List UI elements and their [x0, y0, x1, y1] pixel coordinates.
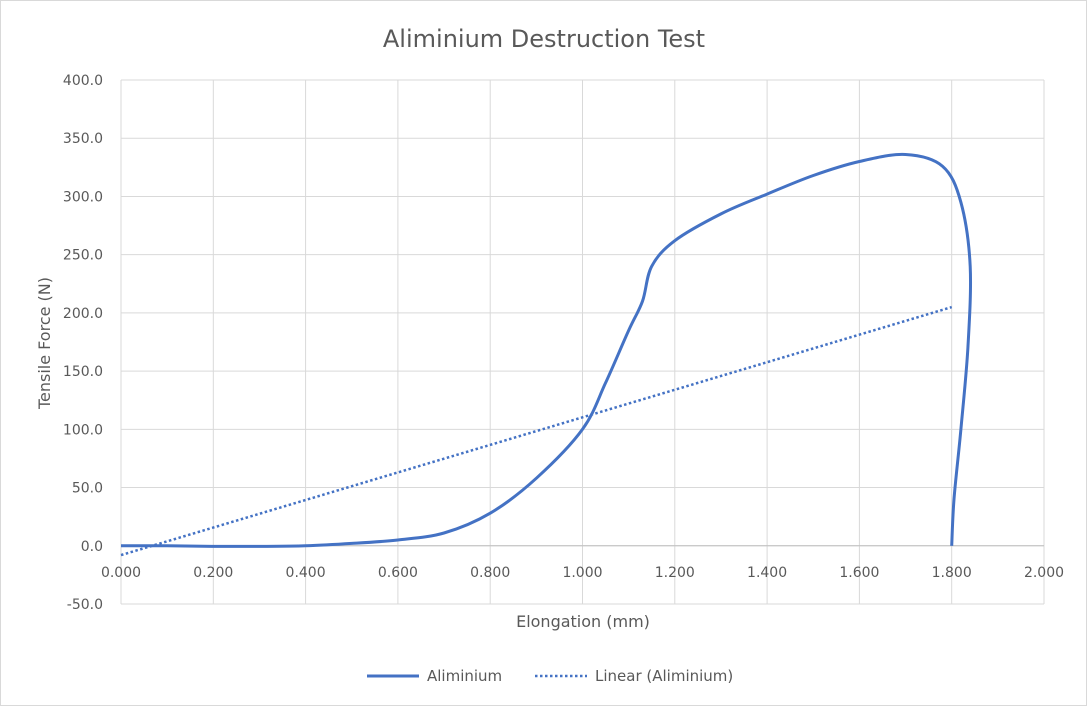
x-tick-label: 2.000: [1024, 565, 1064, 581]
y-tick-label: 150.0: [63, 364, 103, 380]
x-tick-labels: 0.000 0.200 0.400 0.600 0.800 1.000 1.200 1.400…: [101, 565, 1064, 581]
y-tick-label: 250.0: [63, 248, 103, 264]
x-tick-label: 0.600: [378, 565, 418, 581]
y-tick-labels: 400.0 350.0 300.0 250.0 200.0 150.0 100.0 50.0 0…: [63, 73, 103, 613]
plot-area: [120, 152, 973, 557]
x-axis-title: Elongation (mm): [516, 612, 650, 631]
y-tick-label: 0.0: [81, 539, 103, 555]
x-tick-label: 0.800: [470, 565, 510, 581]
x-tick-label: 1.200: [655, 565, 695, 581]
y-tick-label: 300.0: [63, 189, 103, 205]
grid-lines: [120, 79, 1045, 605]
y-tick-label: 350.0: [63, 131, 103, 147]
x-tick-label: 0.000: [101, 565, 141, 581]
series-line-linear-trend: [120, 305, 953, 557]
legend-label-aliminium: Aliminium: [427, 667, 502, 685]
y-tick-label: 50.0: [72, 481, 103, 497]
x-tick-label: 1.000: [562, 565, 602, 581]
series-line-aliminium: [120, 152, 973, 548]
chart-title: Aliminium Destruction Test: [383, 25, 705, 53]
x-tick-label: 1.800: [932, 565, 972, 581]
x-tick-label: 0.400: [286, 565, 326, 581]
legend-label-linear: Linear (Aliminium): [595, 667, 733, 685]
x-tick-label: 0.200: [193, 565, 233, 581]
x-tick-label: 1.400: [747, 565, 787, 581]
y-tick-label: 100.0: [63, 422, 103, 438]
y-tick-label: 400.0: [63, 73, 103, 89]
y-tick-label: 200.0: [63, 306, 103, 322]
legend: Aliminium Linear (Aliminium): [367, 667, 733, 685]
y-tick-label: -50.0: [67, 597, 103, 613]
y-axis-title: Tensile Force (N): [35, 277, 54, 410]
x-tick-label: 1.600: [839, 565, 879, 581]
